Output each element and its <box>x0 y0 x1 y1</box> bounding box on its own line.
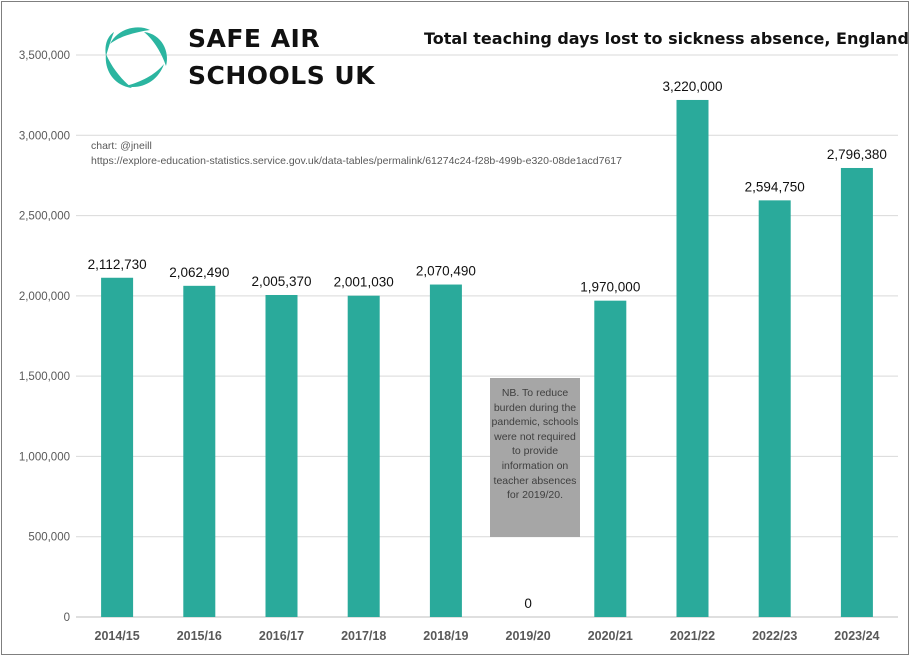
x-tick-label: 2014/15 <box>95 629 140 643</box>
x-tick-label: 2019/20 <box>506 629 551 643</box>
data-label: 2,070,490 <box>416 264 476 279</box>
x-tick-label: 2023/24 <box>834 629 879 643</box>
source-credit: chart: @jneill <box>91 140 152 152</box>
x-tick-label: 2016/17 <box>259 629 304 643</box>
data-label: 2,001,030 <box>334 275 394 290</box>
y-tick-label: 0 <box>64 612 70 624</box>
bar <box>265 294 298 617</box>
logo-icon <box>105 27 168 88</box>
y-tick-label: 3,500,000 <box>19 50 70 62</box>
y-tick-label: 3,000,000 <box>19 130 70 142</box>
x-tick-label: 2022/23 <box>752 629 797 643</box>
logo-text-line1: SAFE AIR <box>188 24 321 53</box>
x-tick-label: 2020/21 <box>588 629 633 643</box>
bar <box>676 99 709 617</box>
x-tick-label: 2017/18 <box>341 629 386 643</box>
bar <box>347 295 380 617</box>
x-tick-label: 2021/22 <box>670 629 715 643</box>
x-tick-label: 2018/19 <box>423 629 468 643</box>
y-tick-label: 2,000,000 <box>19 291 70 303</box>
y-tick-label: 2,500,000 <box>19 211 70 223</box>
y-tick-label: 1,000,000 <box>19 451 70 463</box>
data-label: 2,062,490 <box>169 265 229 280</box>
logo-text-line2: SCHOOLS UK <box>188 61 376 90</box>
data-label: 2,796,380 <box>827 147 887 162</box>
data-label: 2,005,370 <box>251 274 311 289</box>
note-box: NB. To reduce burden during the pandemic… <box>490 378 580 537</box>
bar <box>758 200 791 617</box>
bar <box>429 284 462 617</box>
data-label: 3,220,000 <box>662 79 722 94</box>
data-label: 1,970,000 <box>580 280 640 295</box>
source-url: https://explore-education-statistics.ser… <box>91 155 622 167</box>
bar <box>101 277 134 617</box>
bar <box>594 300 627 617</box>
bar <box>183 285 216 617</box>
chart-title: Total teaching days lost to sickness abs… <box>424 29 909 48</box>
bar <box>840 167 873 617</box>
data-label: 2,112,730 <box>88 257 147 272</box>
data-label: 2,594,750 <box>745 179 805 194</box>
data-label: 0 <box>524 596 532 611</box>
y-tick-label: 500,000 <box>28 532 70 544</box>
y-tick-label: 1,500,000 <box>19 371 70 383</box>
x-tick-label: 2015/16 <box>177 629 222 643</box>
